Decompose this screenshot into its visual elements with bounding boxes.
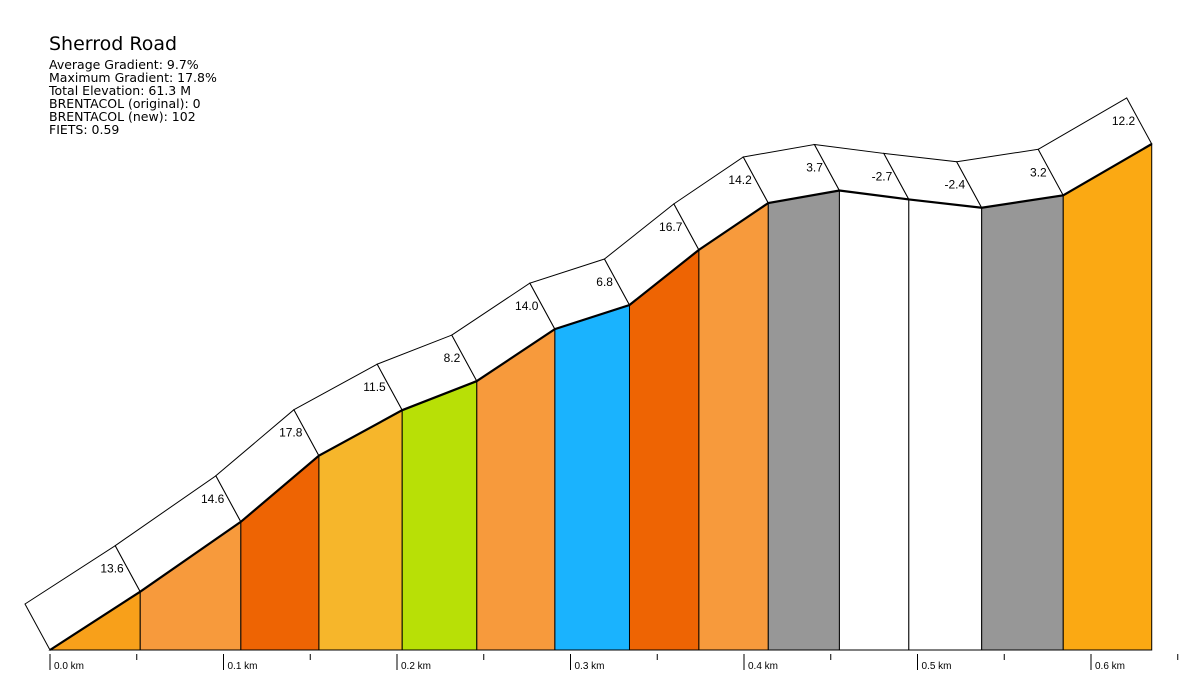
gradient-segment [1062,143,1153,651]
x-axis-tick-label: 0.2 km [401,661,431,672]
gradient-label: 3.7 [806,160,823,174]
gradient-label: -2.4 [945,178,966,192]
gradient-segment [981,194,1064,651]
gradient-label: 12.2 [1112,114,1136,128]
gradient-segment [767,189,840,651]
brentacol-original-stat: BRENTACOL (original): 0 [49,96,201,111]
gradient-label: 14.0 [515,299,539,313]
average-gradient-stat: Average Gradient: 9.7% [49,57,199,72]
x-axis-tick-label: 0.0 km [54,661,84,672]
gradient-label: 14.6 [201,492,225,506]
gradient-segment [908,198,983,651]
gradient-label: 16.7 [659,220,683,234]
x-axis: 0.0 km 0.1 km 0.2 km 0.3 km 0.4 km 0.5 km 0.6 … [49,654,1179,672]
gradient-segment [554,304,630,651]
gradient-label: 14.2 [728,173,752,187]
gradient-label: 6.8 [596,275,613,289]
x-axis-tick-label: 0.3 km [575,661,605,672]
gradient-label: 13.6 [100,562,124,576]
gradient-label: -2.7 [872,169,893,183]
gradient-label: 17.8 [279,426,303,440]
x-axis-tick-label: 0.4 km [748,661,778,672]
gradient-segment [476,328,556,651]
gradient-segments [48,143,1153,651]
climb-title: Sherrod Road [49,33,178,55]
gradient-segment [401,380,478,651]
maximum-gradient-stat: Maximum Gradient: 17.8% [49,70,217,85]
profile-line [49,143,1153,651]
fiets-stat: FIETS: 0.59 [49,122,120,137]
gradient-segment [628,248,700,651]
x-axis-tick-label: 0.6 km [1095,661,1125,672]
climb-info-panel: Sherrod Road Average Gradient: 9.7% Maxi… [49,33,217,136]
gradient-label-bands: 13.6 14.6 17.8 11.5 8.2 14.0 6.8 16.7 14.2 3.7 -2.… [24,97,1153,651]
brentacol-new-stat: BRENTACOL (new): 102 [49,109,196,124]
total-elevation-stat: Total Elevation: 61.3 M [49,83,192,98]
gradient-label: 8.2 [444,351,461,365]
x-axis-tick-label: 0.5 km [922,661,952,672]
gradient-segment [698,202,769,651]
gradient-segment [838,189,910,651]
gradient-label: 3.2 [1030,165,1047,179]
gradient-label: 11.5 [363,380,386,394]
x-axis-tick-label: 0.1 km [228,661,258,672]
